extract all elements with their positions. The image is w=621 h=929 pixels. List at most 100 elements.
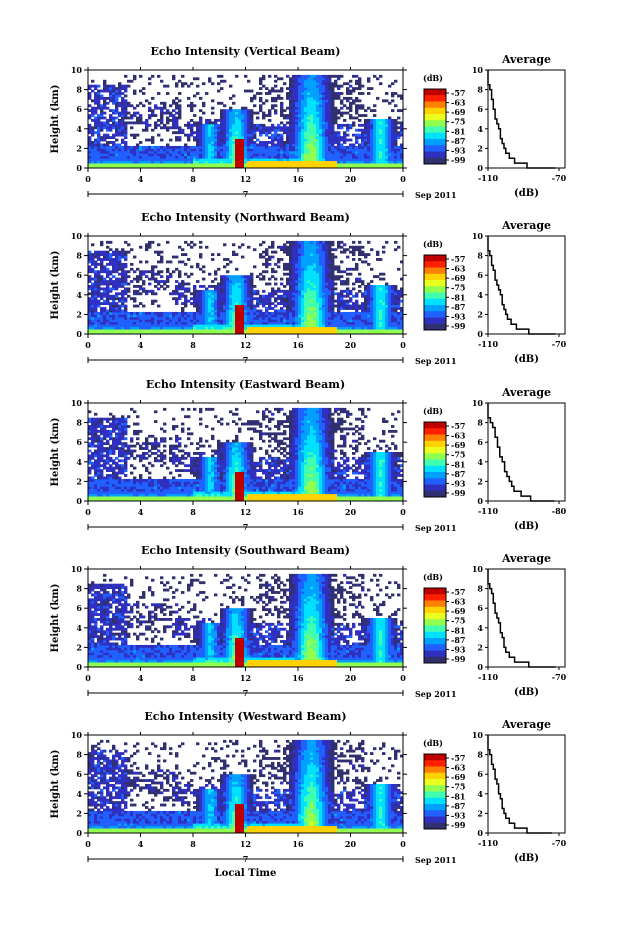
heatmap-cell: [226, 163, 230, 166]
heatmap-cell: [343, 158, 347, 162]
heatmap-cell: [340, 319, 344, 323]
heatmap-cell: [175, 126, 179, 130]
heatmap-cell: [259, 277, 263, 281]
heatmap-cell: [121, 265, 125, 269]
heatmap-cell: [115, 94, 119, 98]
heatmap-cell: [94, 326, 98, 330]
heatmap-cell: [181, 282, 185, 286]
heatmap-cell: [187, 316, 191, 320]
heatmap-cell: [202, 292, 206, 296]
heatmap-cell: [223, 131, 227, 135]
heatmap-cell: [235, 163, 239, 166]
heatmap-cell: [232, 285, 236, 288]
heatmap-cell: [214, 128, 218, 132]
heatmap-cell: [220, 116, 224, 120]
heatmap-cell: [334, 111, 338, 115]
heatmap-cell: [268, 311, 272, 315]
heatmap-cell: [280, 104, 284, 108]
heatmap-cell: [367, 302, 371, 305]
heatmap-cell: [364, 123, 368, 127]
heatmap-cell: [289, 143, 293, 147]
heatmap-cell: [223, 155, 227, 159]
heatmap-cell: [214, 136, 218, 139]
heatmap-cell: [238, 111, 242, 115]
heatmap-cell: [151, 114, 155, 117]
heatmap-cell: [181, 314, 185, 318]
heatmap-cell: [277, 128, 281, 132]
profile-title: Average: [501, 53, 551, 66]
heatmap-cell: [301, 101, 305, 105]
heatmap-cell: [322, 158, 326, 162]
heatmap-cell: [355, 136, 359, 139]
heatmap-cell: [322, 307, 326, 310]
heatmap-cell: [322, 304, 326, 308]
heatmap-cell: [97, 289, 101, 293]
heatmap-cell: [115, 150, 119, 154]
heatmap-cell: [322, 302, 326, 305]
heatmap-cell: [358, 77, 362, 81]
heatmap-cell: [349, 324, 353, 328]
heatmap-cell: [235, 141, 239, 144]
heatmap-cell: [211, 285, 215, 288]
heatmap-cell: [235, 119, 239, 122]
heatmap-cell: [211, 292, 215, 296]
heatmap-cell: [388, 141, 392, 144]
heatmap-cell: [124, 329, 128, 332]
heatmap-cell: [208, 299, 212, 303]
heatmap-cell: [274, 282, 278, 286]
heatmap-cell: [148, 158, 152, 162]
heatmap-cell: [109, 297, 113, 301]
heatmap-cell: [334, 141, 338, 144]
heatmap-cell: [244, 165, 248, 169]
colorbar-swatch: [424, 120, 446, 127]
heatmap-cell: [292, 133, 296, 137]
heatmap-cell: [160, 155, 164, 159]
heatmap-cell: [292, 94, 296, 98]
heatmap-cell: [160, 316, 164, 320]
heatmap-cell: [346, 128, 350, 132]
heatmap-cell: [145, 155, 149, 159]
heatmap-cell: [202, 131, 206, 135]
heatmap-cell: [202, 82, 206, 86]
heatmap-cell: [310, 126, 314, 130]
heatmap-cell: [400, 145, 404, 149]
heatmap-cell: [124, 121, 128, 125]
heatmap-cell: [145, 260, 149, 264]
heatmap-cell: [235, 275, 239, 279]
heatmap-cell: [289, 101, 293, 105]
heatmap-cell: [115, 319, 119, 323]
heatmap-cell: [355, 319, 359, 323]
heatmap-cell: [361, 158, 365, 162]
heatmap-cell: [253, 324, 257, 328]
heatmap-cell: [277, 163, 281, 166]
heatmap-cell: [298, 114, 302, 117]
heatmap-cell: [154, 126, 158, 130]
heatmap-cell: [115, 109, 119, 113]
heatmap-cell: [151, 299, 155, 303]
heatmap-cell: [175, 324, 179, 328]
heatmap-cell: [136, 331, 140, 335]
heatmap-cell: [148, 109, 152, 113]
heatmap-cell: [154, 329, 158, 332]
heatmap-cell: [238, 131, 242, 135]
heatmap-cell: [361, 131, 365, 135]
heatmap-cell: [190, 292, 194, 296]
heatmap-cell: [322, 123, 326, 127]
heatmap-cell: [256, 158, 260, 162]
heatmap-cell: [352, 150, 356, 154]
heatmap-cell: [196, 262, 200, 266]
heatmap-cell: [310, 324, 314, 328]
colorbar-tick-label: -93: [451, 145, 466, 155]
heatmap-cell: [349, 314, 353, 318]
heatmap-cell: [319, 297, 323, 301]
heatmap-cell: [340, 294, 344, 298]
heatmap-cell: [373, 121, 377, 125]
heatmap-cell: [109, 141, 113, 144]
heatmap-cell: [283, 245, 287, 249]
heatmap-cell: [205, 163, 209, 166]
heatmap-cell: [289, 307, 293, 310]
heatmap-cell: [319, 153, 323, 157]
heatmap-cell: [121, 109, 125, 113]
heatmap-cell: [376, 160, 380, 164]
heatmap-cell: [178, 131, 182, 135]
